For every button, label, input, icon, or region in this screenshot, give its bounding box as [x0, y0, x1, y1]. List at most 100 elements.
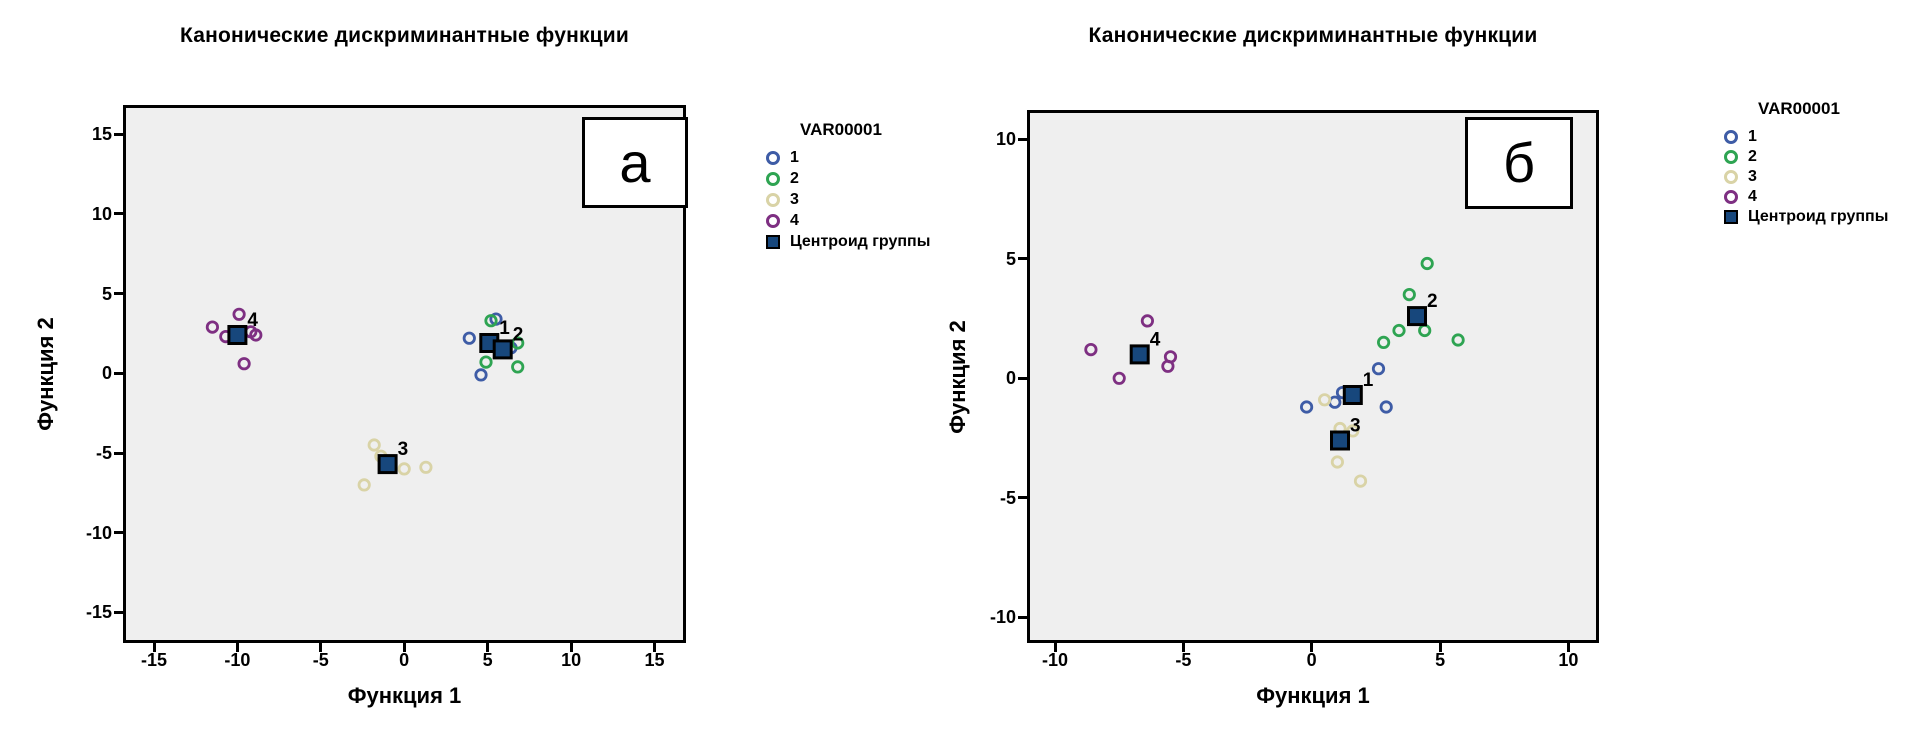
data-point-group-4: [237, 357, 251, 371]
x-tick-mark: [235, 643, 239, 652]
panel-letter: б: [1502, 131, 1536, 194]
x-tick-label: 10: [1558, 650, 1579, 670]
centroid-marker-1: [1342, 385, 1363, 405]
y-tick-label: 5: [1005, 248, 1016, 269]
x-tick-mark: [152, 643, 156, 652]
data-point-group-2: [484, 314, 498, 328]
legend-item-2: 2: [1724, 148, 1894, 165]
centroid-label-1: 1: [499, 318, 510, 339]
centroid-label-2: 2: [1427, 291, 1438, 312]
centroid-label-3: 3: [1350, 416, 1361, 437]
y-tick-mark: [1018, 615, 1027, 619]
x-tick-label: 5: [1435, 650, 1446, 670]
data-point-group-4: [205, 320, 220, 334]
data-point-group-2: [1420, 256, 1434, 271]
y-tick-mark: [114, 371, 123, 375]
centroid-marker-4: [1129, 344, 1150, 365]
y-tick-label: 15: [91, 124, 112, 145]
x-tick-mark: [1566, 643, 1570, 652]
y-tick-mark: [1018, 496, 1027, 500]
legend-title: VAR00001: [1758, 99, 1840, 118]
data-point-group-4: [249, 328, 263, 342]
data-point-group-3: [1330, 455, 1344, 469]
data-point-group-1: [1371, 362, 1386, 376]
y-tick-mark: [114, 132, 123, 136]
legend-item-label: 4: [790, 211, 799, 229]
y-tick-mark: [1018, 257, 1027, 261]
x-tick-label: 0: [399, 650, 410, 670]
x-tick-label: -10: [1041, 650, 1068, 670]
panel-letter-box: б: [1465, 117, 1573, 209]
x-tick-mark: [1181, 643, 1185, 652]
legend-item-3: 3: [766, 190, 936, 208]
y-tick-mark: [1018, 376, 1027, 380]
x-tick-label: 5: [482, 650, 493, 670]
centroid-square-icon: [766, 234, 780, 249]
legend-item-1: 1: [766, 149, 936, 166]
centroid-marker-3: [1330, 430, 1350, 451]
data-point-group-1: [474, 368, 488, 382]
y-tick-label: -15: [85, 602, 112, 623]
x-tick-mark: [1053, 643, 1057, 652]
x-tick-mark: [319, 643, 323, 652]
y-tick-mark: [114, 292, 123, 296]
legend-ring-icon-1: [766, 151, 780, 165]
centroid-label-4: 4: [247, 310, 258, 331]
centroid-label-3: 3: [398, 439, 409, 460]
y-tick-label: 0: [1005, 368, 1016, 389]
legend-ring-icon-1: [1724, 130, 1738, 144]
y-tick-label: 10: [91, 203, 112, 224]
data-point-group-2: [479, 355, 493, 369]
x-tick-label: -5: [1175, 650, 1192, 670]
x-tick-mark: [402, 643, 406, 652]
x-tick-label: -15: [140, 650, 167, 670]
legend-item-centroid: Центроид группы: [766, 232, 936, 250]
centroid-label-4: 4: [1150, 329, 1161, 350]
legend-item-label: 1: [1748, 128, 1757, 145]
data-point-group-3: [367, 438, 381, 452]
legend-title: VAR00001: [800, 120, 882, 139]
x-axis-label: Функция 1: [1256, 683, 1370, 708]
x-tick-label: 0: [1306, 650, 1317, 670]
centroid-square-icon: [1724, 210, 1738, 224]
legend-ring-icon-2: [1724, 150, 1738, 164]
panel-letter-box: а: [582, 117, 688, 208]
y-tick-label: -5: [999, 487, 1016, 508]
data-point-group-2: [1451, 333, 1465, 347]
y-tick-label: 0: [101, 363, 112, 384]
data-point-group-3: [397, 462, 411, 476]
data-point-group-4: [232, 307, 246, 321]
legend-ring-icon-4: [766, 213, 780, 228]
legend-item-4: 4: [1724, 188, 1894, 205]
data-point-group-3: [357, 478, 371, 492]
y-tick-mark: [114, 212, 123, 216]
data-point-group-1: [1299, 400, 1314, 414]
y-tick-label: -10: [989, 607, 1016, 628]
centroid-label-2: 2: [513, 324, 524, 345]
data-point-group-1: [462, 331, 476, 345]
legend-ring-icon-3: [766, 192, 780, 207]
x-tick-mark: [1310, 643, 1314, 652]
data-point-group-2: [1402, 288, 1416, 302]
data-point-group-3: [1317, 393, 1332, 407]
x-tick-mark: [486, 643, 490, 652]
centroid-marker-2: [492, 339, 513, 360]
legend-item-label: 2: [790, 169, 799, 187]
legend-ring-icon-2: [766, 171, 780, 186]
data-point-group-4: [1084, 343, 1098, 357]
x-axis-label: Функция 1: [347, 683, 462, 708]
legend-centroid-label: Центроид группы: [1748, 208, 1889, 225]
x-tick-label: -5: [312, 650, 329, 670]
data-point-group-2: [1392, 323, 1406, 338]
plot-title: Канонические дискриминантные функции: [1088, 24, 1538, 47]
legend-item-4: 4: [766, 211, 936, 229]
x-tick-mark: [653, 643, 656, 652]
legend-item-label: 3: [790, 190, 799, 208]
y-tick-label: 10: [995, 129, 1016, 150]
centroid-marker-4: [227, 325, 248, 345]
legend-item-label: 4: [1748, 188, 1757, 205]
legend-centroid-label: Центроид группы: [790, 232, 931, 250]
y-tick-mark: [114, 451, 123, 455]
y-tick-mark: [114, 531, 123, 535]
